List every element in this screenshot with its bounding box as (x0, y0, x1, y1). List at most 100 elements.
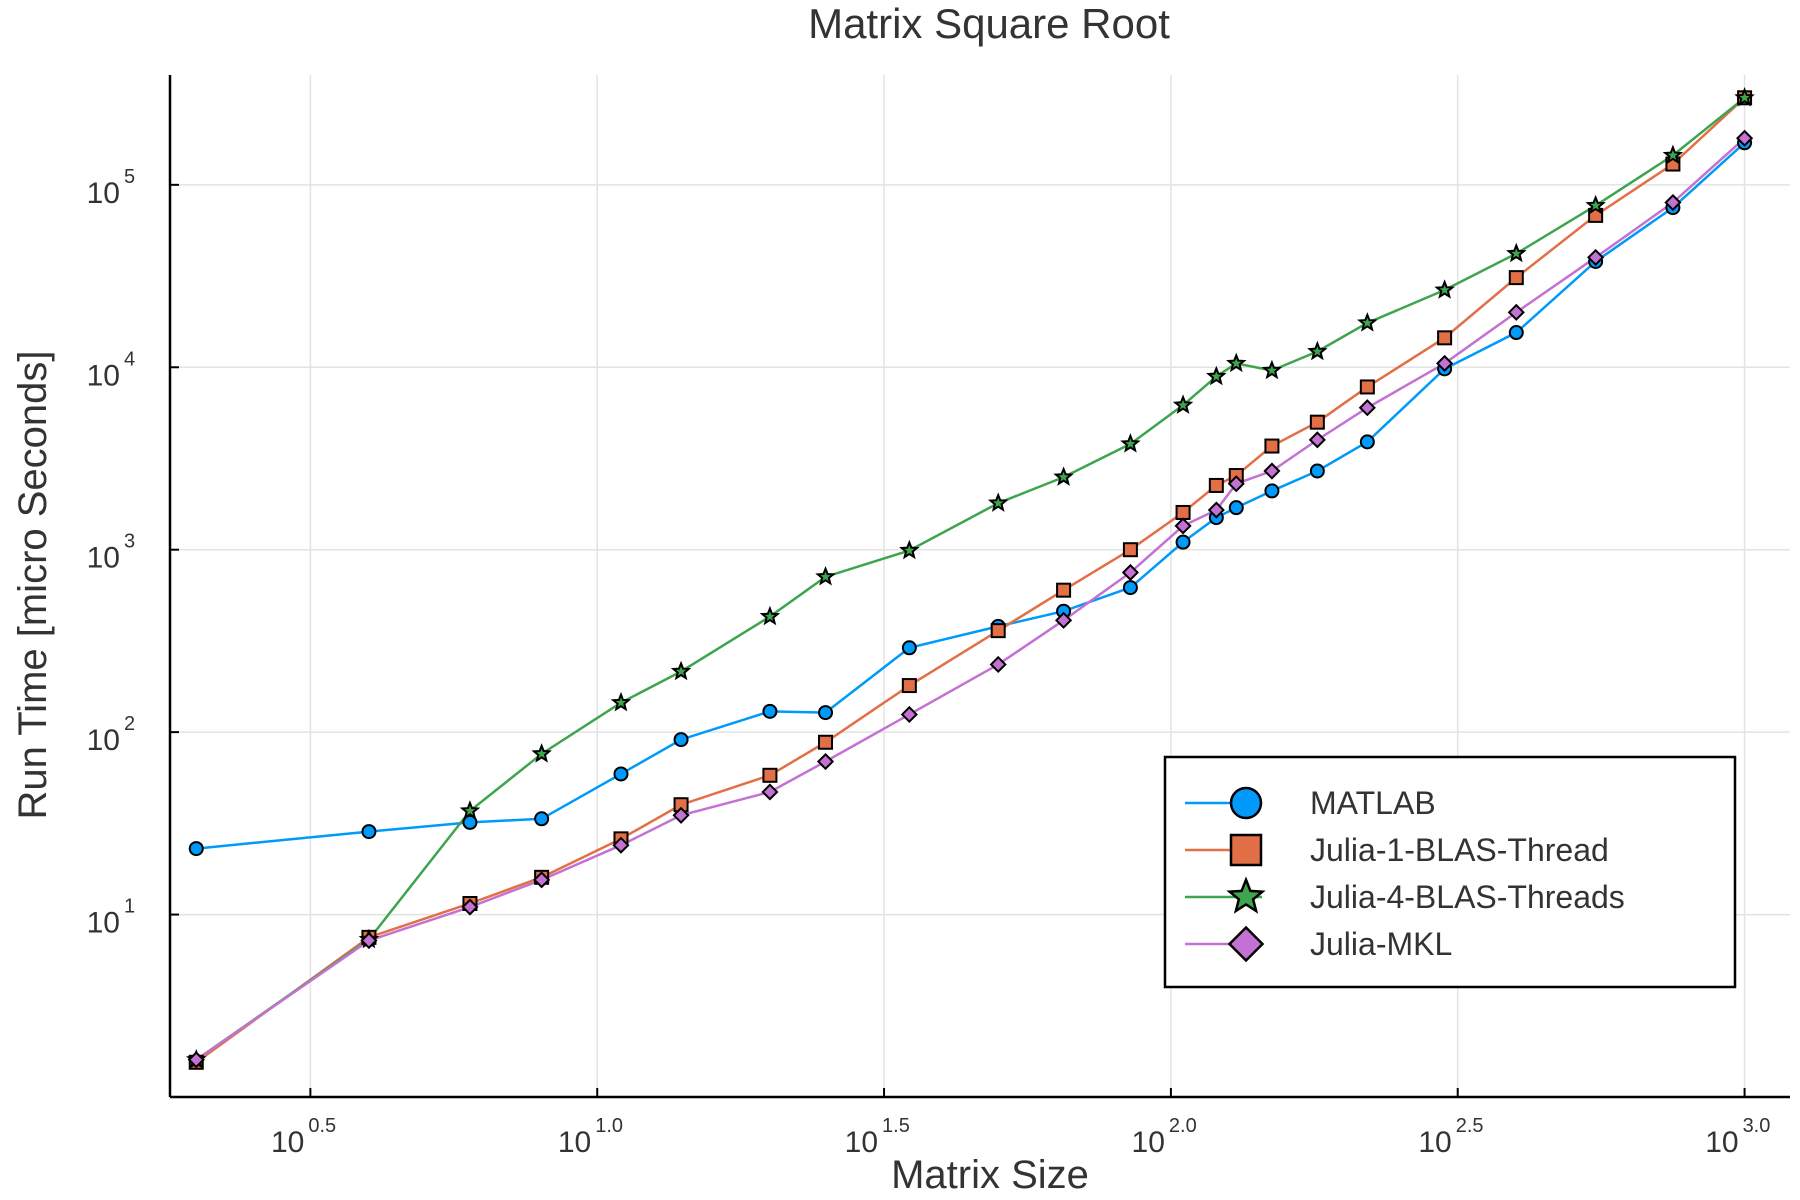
data-point (818, 705, 834, 721)
y-tick-label-base: 10 (87, 359, 120, 392)
data-point (901, 640, 917, 656)
data-point (1507, 303, 1525, 321)
data-point (673, 732, 689, 748)
legend-item: Julia-MKL (1185, 925, 1452, 963)
legend-label: Julia-1-BLAS-Thread (1310, 832, 1609, 868)
legend-marker (1229, 833, 1263, 867)
x-tick-label-exponent: 2.5 (1456, 1115, 1484, 1137)
data-point (1308, 431, 1326, 449)
y-tick-label-exponent: 4 (124, 348, 135, 370)
x-tick-label-base: 10 (271, 1126, 304, 1159)
x-axis-title: Matrix Size (891, 1153, 1089, 1197)
data-point (989, 655, 1007, 674)
data-point (612, 836, 630, 854)
data-point (1508, 270, 1524, 286)
legend: MATLAB Julia-1-BLAS-Thread Julia-4-BLAS-Th… (1163, 755, 1737, 989)
data-point (1175, 534, 1191, 550)
data-point (1122, 580, 1138, 596)
data-point (1309, 463, 1325, 479)
data-point (1226, 352, 1247, 373)
data-point (899, 539, 920, 560)
axes-layer: 10 0.5 10 1.0 10 1.5 10 2.0 10 2.5 10 3.010 110 210 31… (87, 75, 1790, 1159)
data-point (1357, 312, 1378, 332)
data-point (1121, 563, 1139, 582)
y-tick-label-base: 10 (87, 177, 120, 210)
data-point (361, 824, 377, 840)
data-point (1264, 438, 1280, 454)
data-point (816, 752, 835, 771)
x-tick-label-base: 10 (558, 1126, 591, 1159)
data-point (533, 871, 551, 889)
data-point (1053, 466, 1074, 486)
legend-item: Julia-4-BLAS-Threads (1185, 876, 1625, 915)
data-point (1358, 399, 1376, 417)
data-point (672, 806, 690, 824)
y-tick-label-base: 10 (87, 724, 120, 757)
data-point (1264, 483, 1280, 499)
data-point (1228, 500, 1244, 516)
data-point (610, 691, 632, 712)
x-tick-label-exponent: 0.5 (308, 1115, 336, 1137)
y-tick-label-exponent: 1 (124, 896, 135, 918)
x-tick-label-exponent: 1.5 (882, 1115, 910, 1137)
data-point (1359, 379, 1375, 395)
data-point (531, 743, 552, 763)
data-point (1122, 542, 1138, 558)
data-point (1307, 340, 1328, 361)
data-point (459, 800, 481, 820)
series-markers (187, 129, 1754, 1069)
y-tick-label-exponent: 2 (124, 713, 135, 735)
x-tick-label-base: 10 (845, 1126, 878, 1159)
x-tick-label-base: 10 (1705, 1126, 1738, 1159)
legend-marker (1226, 876, 1266, 914)
data-point (1208, 477, 1224, 493)
x-tick-label-exponent: 3.0 (1743, 1115, 1771, 1137)
data-point (759, 605, 781, 626)
data-point (670, 660, 692, 681)
data-point (461, 898, 479, 916)
data-point (1734, 87, 1755, 107)
x-tick-label-base: 10 (1132, 1126, 1165, 1159)
legend-marker (1227, 925, 1265, 963)
data-point (901, 678, 917, 694)
data-point (1261, 359, 1283, 380)
legend-item: Julia-1-BLAS-Thread (1185, 832, 1609, 868)
data-point (762, 767, 778, 783)
y-tick-label-base: 10 (87, 542, 120, 575)
x-tick-label-exponent: 1.0 (595, 1115, 623, 1137)
data-point (987, 492, 1009, 512)
data-point (1055, 611, 1073, 629)
data-point (1436, 354, 1454, 372)
data-point (1174, 517, 1192, 535)
data-point (1263, 462, 1281, 480)
data-point (613, 766, 629, 782)
data-point (900, 705, 918, 724)
y-tick-label-exponent: 5 (124, 166, 135, 188)
series-markers (185, 87, 1755, 1069)
data-point (1207, 501, 1225, 519)
legend-label: MATLAB (1310, 785, 1436, 821)
data-point (534, 811, 550, 827)
series-markers (188, 135, 1753, 857)
y-tick-label-exponent: 3 (124, 531, 135, 553)
data-point (1662, 144, 1684, 165)
data-point (818, 734, 834, 750)
data-point (1664, 193, 1682, 212)
data-point (1227, 475, 1245, 493)
data-point (462, 814, 478, 830)
data-point (1587, 248, 1605, 266)
data-point (1506, 242, 1527, 263)
data-point (990, 623, 1006, 639)
legend-label: Julia-4-BLAS-Threads (1310, 879, 1625, 915)
data-point (1434, 279, 1455, 299)
data-point (1175, 504, 1191, 520)
data-point (360, 932, 378, 950)
legend-marker (1229, 786, 1263, 820)
data-point (1172, 394, 1194, 414)
legend-item: MATLAB (1185, 785, 1436, 821)
data-point (187, 1051, 205, 1069)
data-point (1056, 582, 1072, 598)
data-point (762, 703, 778, 719)
